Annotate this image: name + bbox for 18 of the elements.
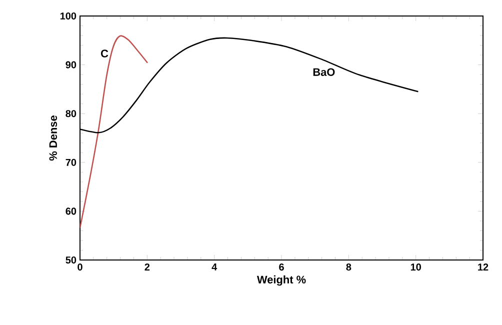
x-tick-label: 10 bbox=[410, 264, 421, 271]
x-tick-label: 2 bbox=[144, 264, 150, 270]
y-tick-label: 70 bbox=[66, 158, 76, 166]
line-series bbox=[80, 35, 148, 228]
y-tick-label: 90 bbox=[66, 61, 76, 68]
x-tick-label: 6 bbox=[279, 264, 284, 271]
y-axis-title: % Dense bbox=[49, 116, 58, 161]
y-tick-label: 100 bbox=[60, 12, 76, 20]
series-label: C bbox=[101, 50, 108, 58]
x-axis-title: Weight % bbox=[256, 275, 306, 286]
y-tick-label: 60 bbox=[66, 208, 76, 215]
y-tick-label: 50 bbox=[66, 256, 76, 264]
x-tick-label: 4 bbox=[212, 264, 218, 270]
series-label: BaO bbox=[313, 68, 335, 76]
x-tick-label: 12 bbox=[478, 264, 488, 270]
x-tick-label: 0 bbox=[78, 264, 82, 271]
y-tick-label: 80 bbox=[66, 110, 76, 118]
x-tick-label: 8 bbox=[346, 264, 352, 271]
